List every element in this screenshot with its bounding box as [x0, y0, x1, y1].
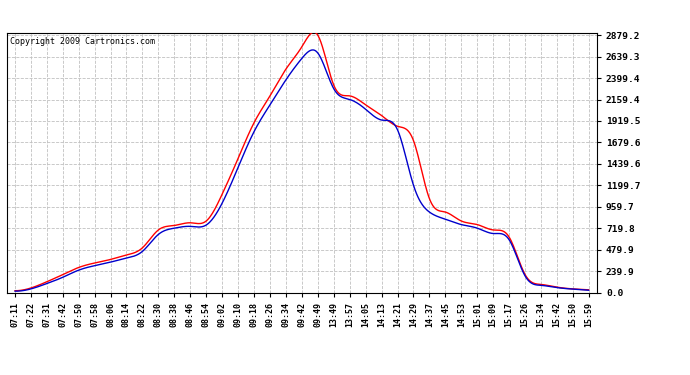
- Text: Copyright 2009 Cartronics.com: Copyright 2009 Cartronics.com: [10, 36, 155, 45]
- Text: Total PV Panel Power (red)/Inverter Power Output (watts blue)  Tue Dec 15 16:28: Total PV Panel Power (red)/Inverter Powe…: [63, 9, 627, 22]
